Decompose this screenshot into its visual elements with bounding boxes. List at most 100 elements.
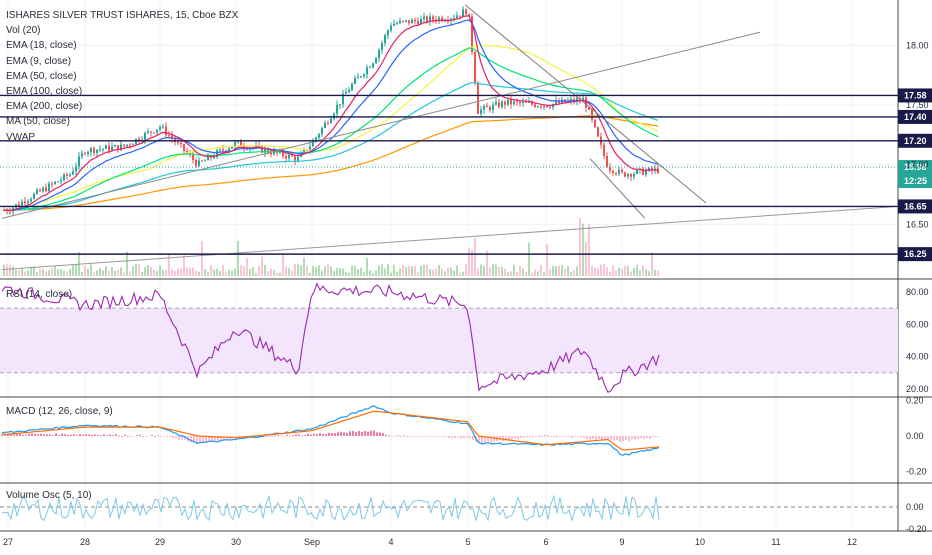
macd-histogram-bar — [430, 435, 432, 437]
macd-histogram-bar — [538, 435, 540, 437]
rsi-pane-title[interactable]: RSI (14, close) — [6, 289, 73, 300]
volume-bar — [120, 267, 122, 276]
macd-histogram-bar — [172, 435, 174, 439]
volume-bar — [546, 243, 548, 276]
candle-body — [219, 149, 221, 151]
candle-body — [483, 105, 485, 110]
candle-body — [465, 9, 467, 14]
macd-histogram-bar — [469, 435, 471, 439]
macd-histogram-bar — [190, 435, 192, 443]
macd-histogram-bar — [568, 435, 570, 437]
candle-body — [345, 92, 347, 94]
macd-histogram-bar — [358, 430, 360, 436]
volume-bar — [297, 264, 299, 276]
candle-body — [540, 106, 542, 108]
macd-histogram-bar — [115, 434, 117, 436]
volume-bar — [510, 271, 512, 276]
volume-bar — [375, 270, 377, 276]
macd-histogram-bar — [40, 433, 42, 436]
candle-body — [39, 189, 41, 192]
trendline-short — [589, 158, 646, 219]
price-axis-tick: 17.50 — [906, 100, 929, 110]
volume-bar — [498, 266, 500, 276]
macd-histogram-bar — [490, 435, 492, 443]
macd-axis-tick: 0.00 — [906, 431, 924, 441]
volume-bar — [294, 264, 296, 276]
macd-histogram-bar — [613, 435, 615, 441]
candle-body — [555, 100, 557, 104]
volosc-pane-title[interactable]: Volume Osc (5, 10) — [6, 490, 92, 501]
volume-bar — [570, 272, 572, 276]
macd-histogram-bar — [166, 435, 168, 438]
candle-body — [621, 169, 623, 173]
candle-body — [642, 168, 644, 175]
macd-histogram-bar — [376, 432, 378, 436]
volume-bar — [426, 264, 428, 276]
volume-bar — [645, 269, 647, 276]
candle-body — [369, 67, 371, 69]
volume-bar — [651, 252, 653, 276]
macd-histogram-bar — [181, 435, 183, 440]
macd-pane-title[interactable]: MACD (12, 26, close, 9) — [6, 406, 113, 417]
candle-body — [204, 160, 206, 162]
candle-body — [21, 201, 23, 206]
rsi-axis-tick: 80.00 — [906, 287, 929, 297]
candle-body — [441, 17, 443, 21]
grid — [0, 0, 898, 530]
macd-histogram-bar — [478, 435, 480, 443]
volume-bar — [240, 264, 242, 276]
volume-bar — [153, 269, 155, 276]
macd-histogram-bar — [112, 435, 114, 436]
volume-bar — [330, 266, 332, 276]
candle-body — [156, 129, 158, 133]
macd-histogram-bar — [16, 433, 18, 436]
volume-bar — [213, 269, 215, 276]
volume-bar — [648, 271, 650, 276]
candle-body — [192, 154, 194, 161]
volume-bar — [300, 265, 302, 276]
candle-body — [240, 140, 242, 147]
volume-bar — [66, 271, 68, 276]
candle-body — [477, 83, 479, 114]
macd-histogram-bar — [463, 435, 465, 438]
candle-body — [636, 169, 638, 174]
macd-histogram-bar — [10, 433, 12, 436]
time-axis-tick: 11 — [771, 537, 780, 547]
candle-body — [534, 104, 536, 107]
price-level-tag — [898, 109, 932, 124]
candle-body — [90, 148, 92, 153]
candle-body — [120, 144, 122, 151]
volume-bar — [450, 267, 452, 276]
time-axis-tick: 27 — [3, 537, 13, 547]
volume-bar — [459, 272, 461, 276]
macd-histogram-bar — [106, 435, 108, 436]
macd-histogram-bar — [640, 435, 642, 439]
volume-bar — [27, 270, 29, 276]
volume-bar — [321, 270, 323, 276]
candle-body — [444, 20, 446, 22]
candle-body — [384, 35, 386, 44]
candle-body — [405, 20, 407, 22]
macd-histogram-bar — [97, 434, 99, 436]
macd-histogram-bar — [67, 434, 69, 436]
volume-bar — [12, 266, 14, 276]
volume-bar — [486, 250, 488, 276]
volume-bar — [57, 269, 59, 276]
macd-histogram-bar — [304, 434, 306, 436]
volume-bar — [123, 272, 125, 276]
candle-body — [153, 132, 155, 134]
volume-bar — [249, 268, 251, 276]
candle-body — [633, 173, 635, 177]
macd-histogram-bar — [382, 433, 384, 436]
price-axis-tick: 17.00 — [906, 160, 929, 170]
price-level-tag — [898, 88, 932, 103]
volume-bar — [30, 266, 32, 276]
macd-histogram-bar — [169, 435, 171, 438]
candle-body — [558, 100, 560, 103]
volume-bar — [630, 271, 632, 276]
macd-histogram-bar — [76, 434, 78, 436]
macd-histogram-bar — [157, 435, 159, 437]
macd-histogram-bar — [391, 435, 393, 437]
